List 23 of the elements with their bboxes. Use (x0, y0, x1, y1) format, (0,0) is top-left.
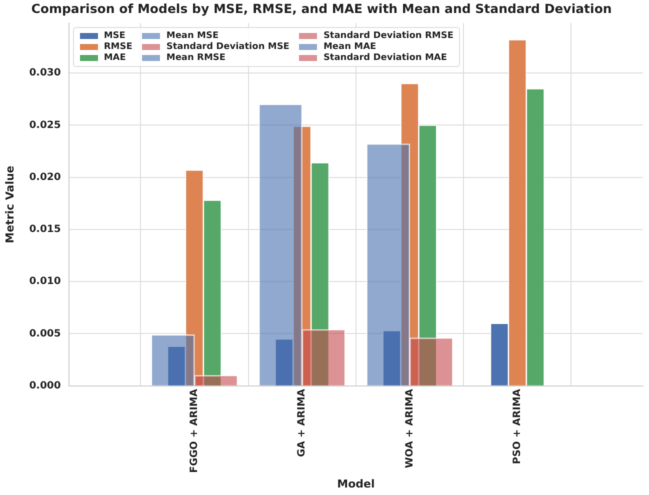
legend-label: MSE (104, 31, 126, 41)
legend-label: Mean MAE (323, 42, 376, 52)
legend-label: Mean RMSE (166, 53, 226, 63)
y-tick-label: 0.010 (29, 276, 61, 288)
legend-label: Standard Deviation RMSE (323, 31, 454, 41)
chart-title: Comparison of Models by MSE, RMSE, and MAE with Mean and Standard Deviation (31, 0, 612, 16)
y-tick-label: 0.015 (29, 224, 61, 236)
y-tick-label: 0.005 (29, 328, 61, 340)
x-tick-label: WOA + ARIMA (404, 388, 416, 468)
x-tick-label: FGGO + ARIMA (189, 388, 200, 473)
legend-label: Standard Deviation MSE (166, 42, 290, 52)
legend-label: MAE (104, 53, 126, 63)
y-axis-title: Metric Value (3, 166, 16, 244)
y-tick-label: 0.030 (29, 68, 61, 79)
y-tick-label: 0.000 (29, 380, 61, 392)
x-tick-label: GA + ARIMA (296, 388, 308, 457)
x-tick-label: PSO + ARIMA (512, 388, 523, 464)
legend-label: RMSE (104, 42, 132, 52)
legend-label: Standard Deviation MAE (323, 53, 448, 63)
legend-label: Mean MSE (166, 31, 219, 41)
y-tick-label: 0.020 (29, 172, 61, 183)
y-tick-label: 0.025 (29, 120, 61, 131)
x-axis-title: Model (337, 477, 375, 490)
